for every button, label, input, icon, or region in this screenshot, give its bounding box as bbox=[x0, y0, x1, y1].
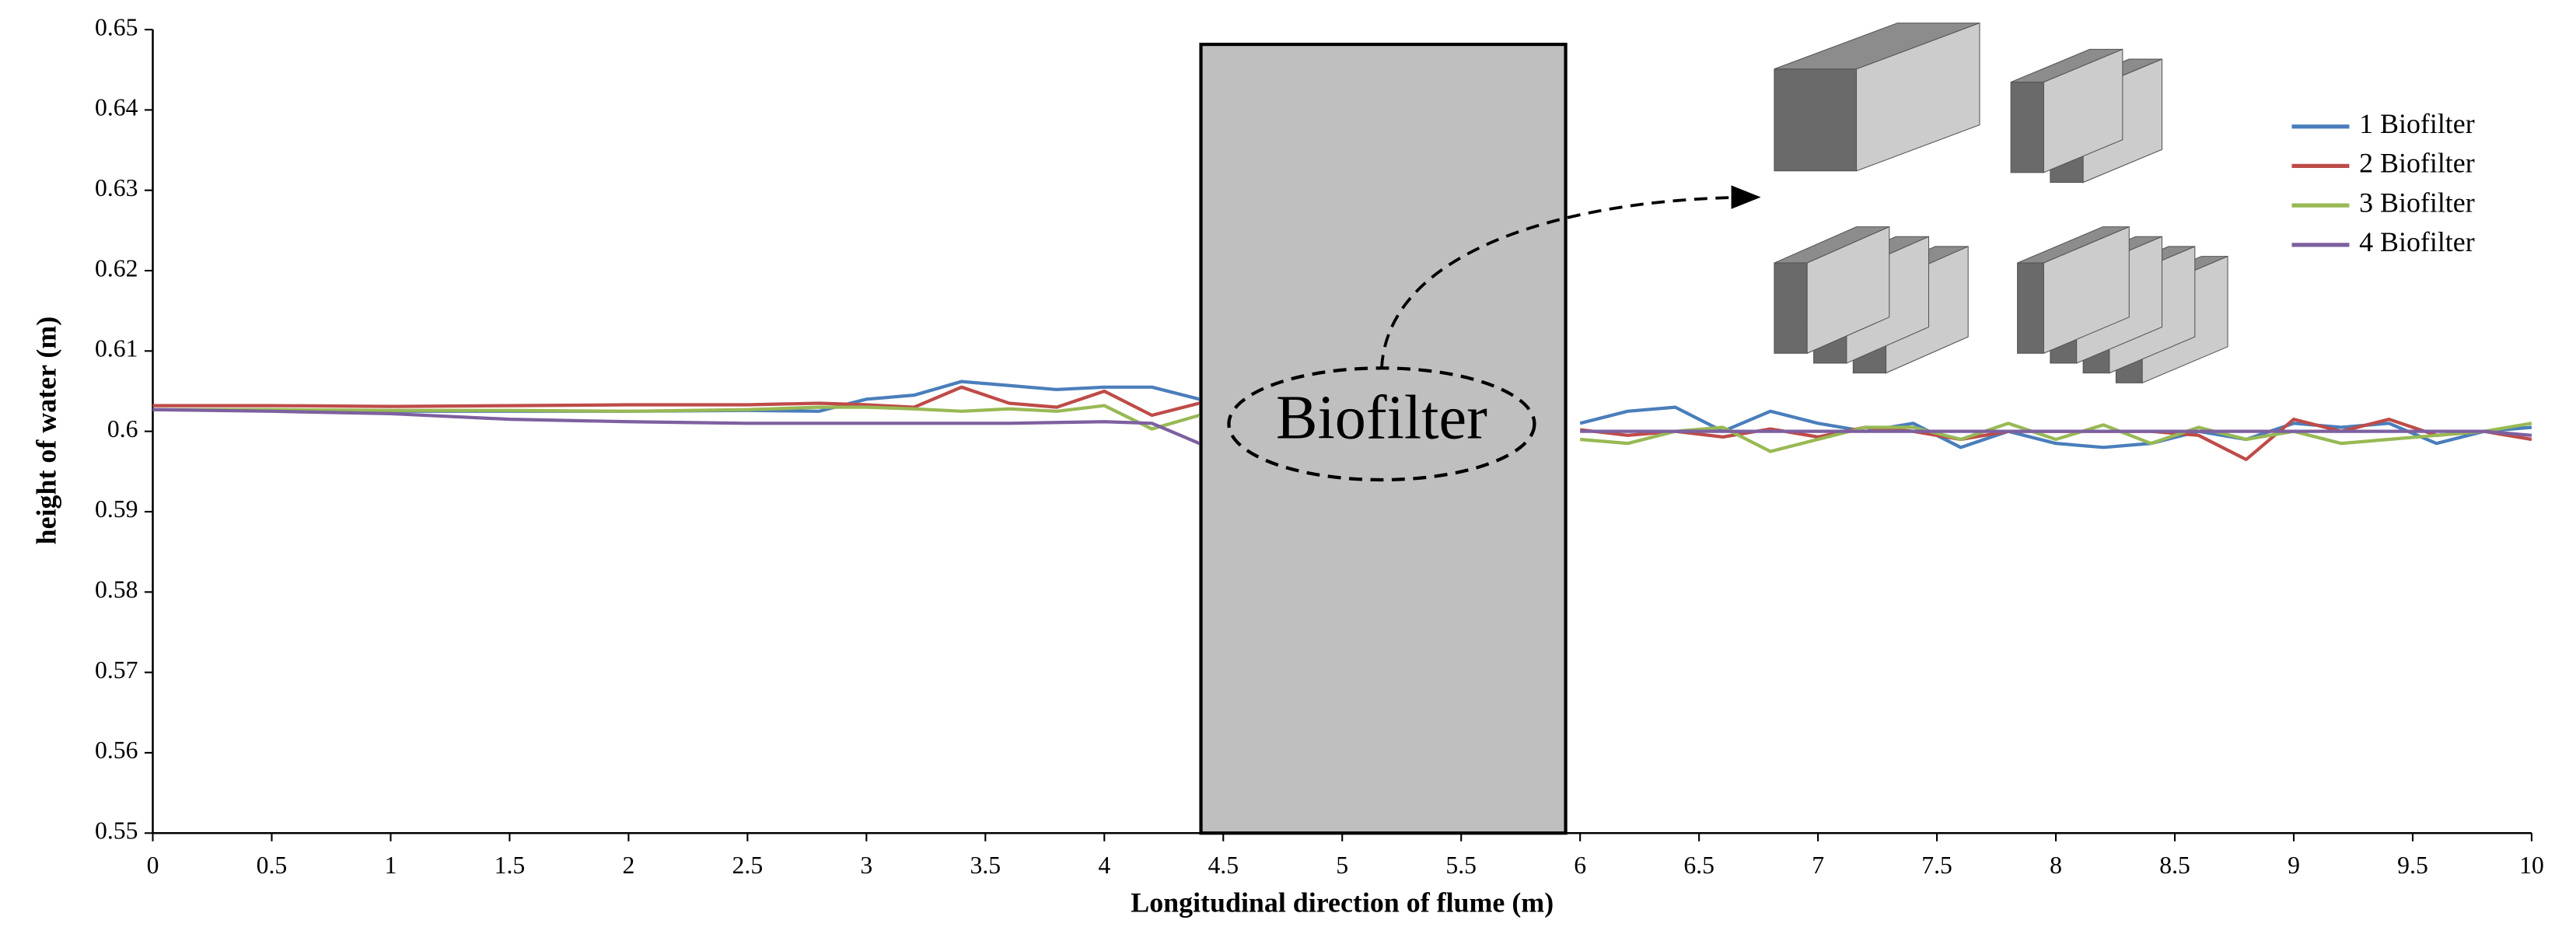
y-tick-label: 0.62 bbox=[95, 254, 138, 282]
x-tick-label: 2.5 bbox=[732, 852, 764, 879]
y-tick-label: 0.65 bbox=[95, 13, 138, 40]
y-tick-label: 0.63 bbox=[95, 174, 138, 201]
box-side bbox=[1806, 226, 1890, 355]
box-side bbox=[1856, 22, 1980, 172]
box-front bbox=[2010, 82, 2044, 173]
x-tick-label: 3.5 bbox=[970, 852, 1001, 879]
x-tick-label: 0.5 bbox=[257, 852, 288, 879]
x-tick-label: 7.5 bbox=[1921, 852, 1952, 879]
y-tick-label: 0.58 bbox=[95, 576, 138, 603]
x-tick-label: 6.5 bbox=[1683, 852, 1714, 879]
x-tick-label: 4.5 bbox=[1208, 852, 1239, 879]
biofilter-illustration bbox=[1774, 22, 2228, 384]
x-tick-label: 3 bbox=[860, 852, 872, 879]
series-line bbox=[152, 408, 2532, 446]
legend-label: 1 Biofilter bbox=[2359, 108, 2475, 139]
x-tick-label: 10 bbox=[2519, 852, 2544, 879]
y-tick-label: 0.61 bbox=[95, 335, 138, 362]
plot-area: 0.550.560.570.580.590.60.610.620.630.640… bbox=[95, 13, 2544, 879]
legend-label: 4 Biofilter bbox=[2359, 226, 2475, 257]
box-side bbox=[2043, 226, 2130, 355]
box-front bbox=[1774, 262, 1808, 354]
y-tick-label: 0.6 bbox=[107, 415, 138, 443]
x-tick-label: 5 bbox=[1336, 852, 1348, 879]
y-tick-label: 0.55 bbox=[95, 817, 138, 845]
y-tick-label: 0.59 bbox=[95, 495, 138, 523]
x-tick-label: 9 bbox=[2288, 852, 2300, 879]
x-tick-label: 9.5 bbox=[2397, 852, 2428, 879]
series-line bbox=[152, 404, 2532, 453]
y-tick-label: 0.56 bbox=[95, 736, 138, 764]
y-tick-label: 0.64 bbox=[95, 94, 138, 121]
box-side bbox=[2043, 48, 2123, 173]
annotation: Biofilter bbox=[1276, 383, 1487, 453]
box-front bbox=[1774, 68, 1858, 172]
x-axis-title: Longitudinal direction of flume (m) bbox=[1131, 887, 1554, 918]
x-tick-label: 6 bbox=[1574, 852, 1586, 879]
box-front bbox=[2017, 262, 2044, 354]
x-tick-label: 5.5 bbox=[1445, 852, 1477, 879]
annotation-arrow bbox=[1380, 185, 1761, 369]
x-tick-label: 8.5 bbox=[2159, 852, 2190, 879]
y-tick-label: 0.57 bbox=[95, 656, 138, 684]
legend-label: 2 Biofilter bbox=[2359, 148, 2475, 179]
x-tick-label: 0 bbox=[147, 852, 159, 879]
legend-label: 3 Biofilter bbox=[2359, 187, 2475, 218]
biofilter-region bbox=[1199, 42, 1568, 835]
x-tick-label: 1.5 bbox=[495, 852, 526, 879]
x-tick-label: 7 bbox=[1812, 852, 1824, 879]
y-axis-title: height of water (m) bbox=[31, 317, 62, 544]
x-tick-label: 4 bbox=[1098, 852, 1110, 879]
x-tick-label: 2 bbox=[622, 852, 634, 879]
x-tick-label: 1 bbox=[385, 852, 397, 879]
x-tick-label: 8 bbox=[2050, 852, 2062, 879]
